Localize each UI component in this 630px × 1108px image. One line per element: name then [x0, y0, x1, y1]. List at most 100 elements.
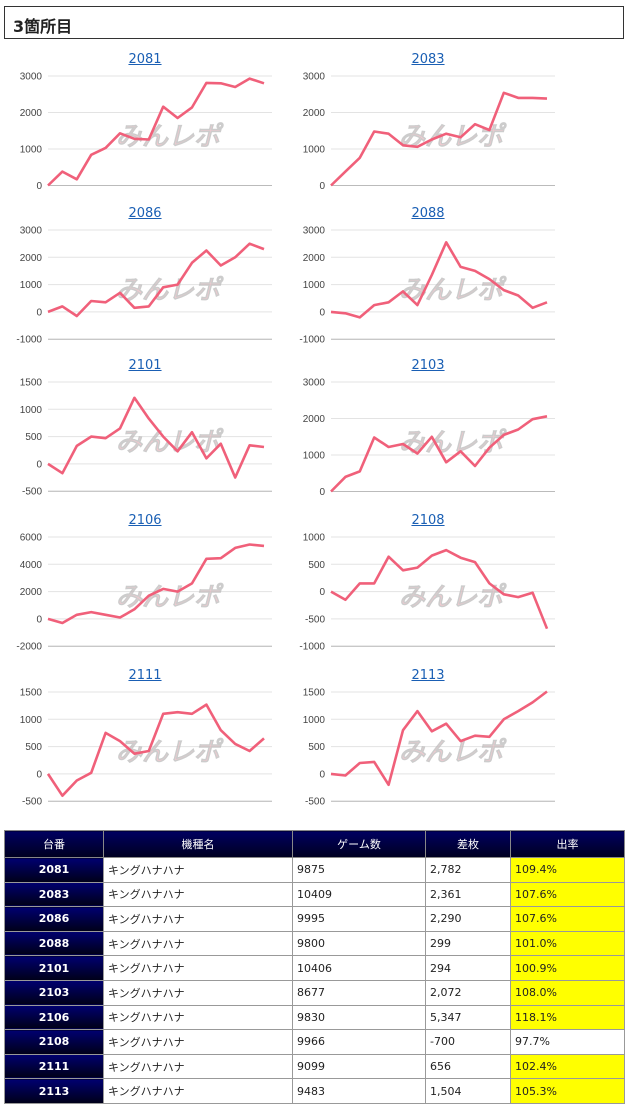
- payout-rate-cell: 118.1%: [510, 1004, 625, 1031]
- chart-plot: 1000 500 0 -500 -1000 みんレポ: [299, 533, 555, 653]
- series-line: [330, 690, 548, 787]
- series-line: [47, 543, 265, 625]
- model-name-cell: キングハナハナ: [103, 979, 293, 1006]
- table-row: 2106 キングハナハナ 9830 5,347 118.1%: [4, 1004, 625, 1031]
- chart-2103: 2103 3000 2000 1000 0 みんレポ: [293, 358, 563, 508]
- chart-2111: 2111 1500 1000 500 0 -500 みんレポ: [10, 668, 280, 818]
- chart-title-link[interactable]: 2081: [128, 52, 162, 67]
- chart-2083: 2083 3000 2000 1000 0 みんレポ: [293, 52, 563, 202]
- payout-rate-cell: 109.4%: [510, 857, 625, 883]
- series-line: [330, 548, 549, 630]
- game-count-cell: 9483: [292, 1078, 426, 1104]
- y-tick-label: 1000: [303, 451, 326, 462]
- y-tick-label: 1000: [303, 533, 326, 544]
- machine-number-cell: 2081: [4, 857, 104, 883]
- difference-cell: 2,782: [425, 857, 511, 883]
- series-line: [330, 240, 548, 319]
- chart-title-link[interactable]: 2088: [411, 206, 445, 221]
- y-tick-label: -2000: [16, 642, 42, 653]
- payout-rate-cell: 105.3%: [510, 1078, 625, 1104]
- chart-title-link[interactable]: 2101: [128, 358, 162, 373]
- machine-number-cell: 2103: [4, 979, 104, 1006]
- y-tick-label: 0: [319, 587, 325, 598]
- model-name-cell: キングハナハナ: [103, 1029, 293, 1055]
- y-tick-label: -500: [305, 614, 325, 625]
- y-tick-label: -500: [22, 797, 42, 808]
- payout-rate-cell: 107.6%: [510, 881, 625, 908]
- chart-title-link[interactable]: 2108: [411, 513, 445, 528]
- difference-cell: 2,072: [425, 979, 511, 1006]
- payout-rate-cell: 107.6%: [510, 906, 625, 932]
- table-row: 2083 キングハナハナ 10409 2,361 107.6%: [4, 881, 625, 908]
- chart-title-link[interactable]: 2106: [128, 513, 162, 528]
- y-tick-label: 0: [319, 181, 325, 192]
- series-line: [47, 77, 265, 187]
- y-tick-label: -1000: [299, 642, 325, 653]
- series-line: [47, 242, 265, 318]
- model-name-cell: キングハナハナ: [103, 1053, 293, 1080]
- y-tick-label: 0: [319, 769, 325, 780]
- watermark-logo: みんレポ: [116, 583, 224, 613]
- machine-number-cell: 2086: [4, 906, 104, 932]
- watermark-logo: みんレポ: [399, 583, 507, 613]
- payout-rate-cell: 100.9%: [510, 955, 625, 981]
- y-tick-label: 0: [319, 487, 325, 498]
- payout-rate-cell: 102.4%: [510, 1053, 625, 1080]
- difference-cell: 2,361: [425, 881, 511, 908]
- chart-title-link[interactable]: 2111: [128, 668, 162, 683]
- series-line: [46, 703, 265, 797]
- header-difference: 差枚: [425, 830, 511, 858]
- difference-cell: 2,290: [425, 906, 511, 932]
- y-tick-label: 2000: [303, 414, 326, 425]
- machine-number-cell: 2108: [4, 1029, 104, 1055]
- chart-2081: 2081 3000 2000 1000 0 みんレポ: [10, 52, 280, 202]
- watermark-logo: みんレポ: [116, 428, 224, 458]
- payout-rate-cell: 97.7%: [510, 1029, 625, 1055]
- difference-cell: 5,347: [425, 1004, 511, 1031]
- header-machine-number: 台番: [4, 830, 104, 858]
- payout-rate-cell: 101.0%: [510, 930, 625, 957]
- difference-cell: 656: [425, 1053, 511, 1080]
- chart-title-link[interactable]: 2083: [411, 52, 445, 67]
- header-game-count: ゲーム数: [292, 830, 426, 858]
- chart-title-link[interactable]: 2113: [411, 668, 445, 683]
- y-tick-label: 4000: [20, 560, 43, 571]
- y-tick-label: 0: [36, 614, 42, 625]
- y-tick-label: 1000: [303, 145, 326, 156]
- game-count-cell: 9830: [292, 1004, 426, 1031]
- machine-number-cell: 2106: [4, 1004, 104, 1031]
- table-row: 2081 キングハナハナ 9875 2,782 109.4%: [4, 857, 625, 883]
- y-tick-label: 2000: [20, 587, 43, 598]
- y-tick-label: -500: [22, 487, 42, 498]
- y-tick-label: 0: [36, 307, 42, 318]
- y-tick-label: -1000: [299, 335, 325, 346]
- y-tick-label: 1000: [20, 280, 43, 291]
- section-title-box: 3箇所目: [4, 6, 624, 39]
- watermark-logo: みんレポ: [399, 738, 507, 768]
- table-row: 2103 キングハナハナ 8677 2,072 108.0%: [4, 979, 625, 1006]
- header-payout-rate: 出率: [510, 830, 625, 858]
- y-tick-label: 0: [36, 181, 42, 192]
- chart-plot: 3000 2000 1000 0 -1000 みんレポ: [299, 226, 555, 346]
- chart-2086: 2086 3000 2000 1000 0 -1000 みんレポ: [10, 206, 280, 356]
- chart-title-link[interactable]: 2103: [411, 358, 445, 373]
- table-header-row: 台番 機種名 ゲーム数 差枚 出率: [4, 830, 625, 858]
- y-tick-label: 0: [319, 307, 325, 318]
- watermark-logo: みんレポ: [116, 276, 224, 306]
- machine-number-cell: 2083: [4, 881, 104, 908]
- y-tick-label: 0: [36, 459, 42, 470]
- y-tick-label: 6000: [20, 533, 43, 544]
- difference-cell: 299: [425, 930, 511, 957]
- y-tick-label: 2000: [20, 108, 43, 119]
- table-row: 2113 キングハナハナ 9483 1,504 105.3%: [4, 1078, 625, 1104]
- y-tick-label: 500: [308, 742, 325, 753]
- chart-plot: 1500 1000 500 0 -500 みんレポ: [20, 688, 272, 808]
- table-row: 2088 キングハナハナ 9800 299 101.0%: [4, 930, 625, 957]
- y-tick-label: 1000: [303, 280, 326, 291]
- chart-2106: 2106 6000 4000 2000 0 -2000 みんレポ: [10, 513, 280, 663]
- chart-2113: 2113 1500 1000 500 0 -500 みんレポ: [293, 668, 563, 818]
- y-tick-label: 500: [308, 560, 325, 571]
- chart-title-link[interactable]: 2086: [128, 206, 162, 221]
